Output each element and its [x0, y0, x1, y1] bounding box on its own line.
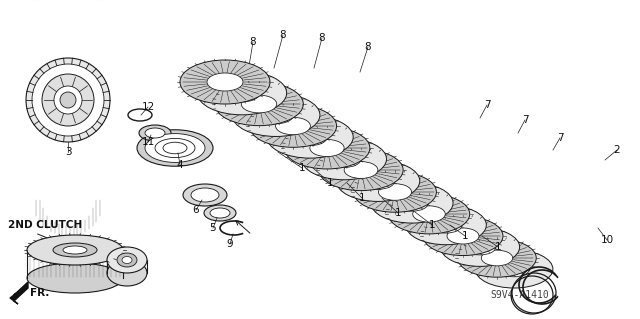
Text: 12: 12 — [141, 102, 155, 112]
Ellipse shape — [354, 172, 436, 212]
Ellipse shape — [157, 139, 193, 157]
Ellipse shape — [117, 253, 137, 267]
Ellipse shape — [42, 74, 94, 126]
Text: 3: 3 — [65, 147, 71, 157]
Ellipse shape — [60, 92, 76, 108]
Text: 1: 1 — [299, 163, 305, 173]
Text: 1: 1 — [429, 220, 435, 230]
Ellipse shape — [215, 82, 303, 126]
Ellipse shape — [276, 117, 310, 135]
Ellipse shape — [371, 183, 453, 223]
Ellipse shape — [204, 205, 236, 221]
Ellipse shape — [197, 71, 287, 115]
Ellipse shape — [207, 73, 243, 91]
Ellipse shape — [26, 58, 110, 142]
Ellipse shape — [54, 86, 82, 114]
Ellipse shape — [27, 235, 123, 265]
Text: 7: 7 — [484, 100, 490, 110]
Ellipse shape — [284, 127, 370, 169]
Ellipse shape — [32, 64, 104, 136]
Ellipse shape — [267, 116, 353, 158]
Ellipse shape — [163, 142, 187, 154]
Text: FR.: FR. — [30, 288, 49, 298]
Ellipse shape — [440, 228, 520, 266]
Ellipse shape — [336, 160, 420, 201]
Ellipse shape — [137, 130, 213, 166]
Text: S9V4-A1410: S9V4-A1410 — [490, 290, 548, 300]
Ellipse shape — [458, 239, 536, 277]
Ellipse shape — [145, 128, 165, 138]
Ellipse shape — [475, 250, 553, 288]
Text: 1: 1 — [395, 208, 401, 218]
Ellipse shape — [191, 188, 219, 202]
Ellipse shape — [378, 184, 412, 200]
Text: 5: 5 — [210, 223, 216, 233]
Ellipse shape — [259, 106, 294, 124]
Ellipse shape — [447, 228, 479, 244]
Text: 9: 9 — [227, 239, 234, 249]
Ellipse shape — [107, 260, 147, 286]
Ellipse shape — [301, 138, 387, 180]
Ellipse shape — [147, 135, 203, 161]
Text: 8: 8 — [319, 33, 325, 43]
Text: 1: 1 — [495, 242, 501, 252]
Ellipse shape — [241, 95, 276, 113]
Ellipse shape — [344, 162, 378, 178]
Text: 6: 6 — [193, 205, 199, 215]
Text: 1: 1 — [326, 178, 333, 188]
Ellipse shape — [327, 151, 361, 167]
Text: 7: 7 — [557, 133, 563, 143]
Ellipse shape — [481, 250, 513, 266]
Ellipse shape — [396, 195, 428, 211]
Ellipse shape — [183, 184, 227, 206]
Text: 8: 8 — [365, 42, 371, 52]
Text: 4: 4 — [177, 160, 183, 170]
Text: 8: 8 — [280, 30, 286, 40]
Ellipse shape — [155, 138, 195, 158]
Ellipse shape — [232, 93, 320, 137]
Ellipse shape — [122, 256, 132, 263]
Ellipse shape — [180, 60, 270, 104]
Ellipse shape — [423, 217, 503, 256]
Text: 7: 7 — [522, 115, 528, 125]
Ellipse shape — [464, 239, 496, 255]
Text: 2ND CLUTCH: 2ND CLUTCH — [8, 220, 83, 230]
Text: 11: 11 — [141, 137, 155, 147]
Ellipse shape — [27, 263, 123, 293]
Ellipse shape — [388, 194, 470, 234]
Polygon shape — [10, 282, 28, 304]
Text: 2: 2 — [614, 145, 620, 155]
Ellipse shape — [63, 246, 87, 254]
Ellipse shape — [406, 205, 486, 245]
Ellipse shape — [145, 134, 205, 162]
Ellipse shape — [250, 105, 337, 147]
Ellipse shape — [499, 261, 529, 277]
Ellipse shape — [292, 128, 327, 146]
Ellipse shape — [53, 243, 97, 257]
Ellipse shape — [210, 208, 230, 218]
Text: 1: 1 — [358, 193, 365, 203]
Ellipse shape — [139, 125, 171, 141]
Text: 1: 1 — [461, 231, 468, 241]
Ellipse shape — [224, 84, 260, 102]
Ellipse shape — [430, 217, 462, 233]
Text: 10: 10 — [600, 235, 614, 245]
Ellipse shape — [319, 149, 403, 190]
Ellipse shape — [107, 247, 147, 273]
Ellipse shape — [413, 206, 445, 222]
Ellipse shape — [310, 139, 344, 157]
Ellipse shape — [362, 173, 395, 189]
Text: 8: 8 — [250, 37, 256, 47]
